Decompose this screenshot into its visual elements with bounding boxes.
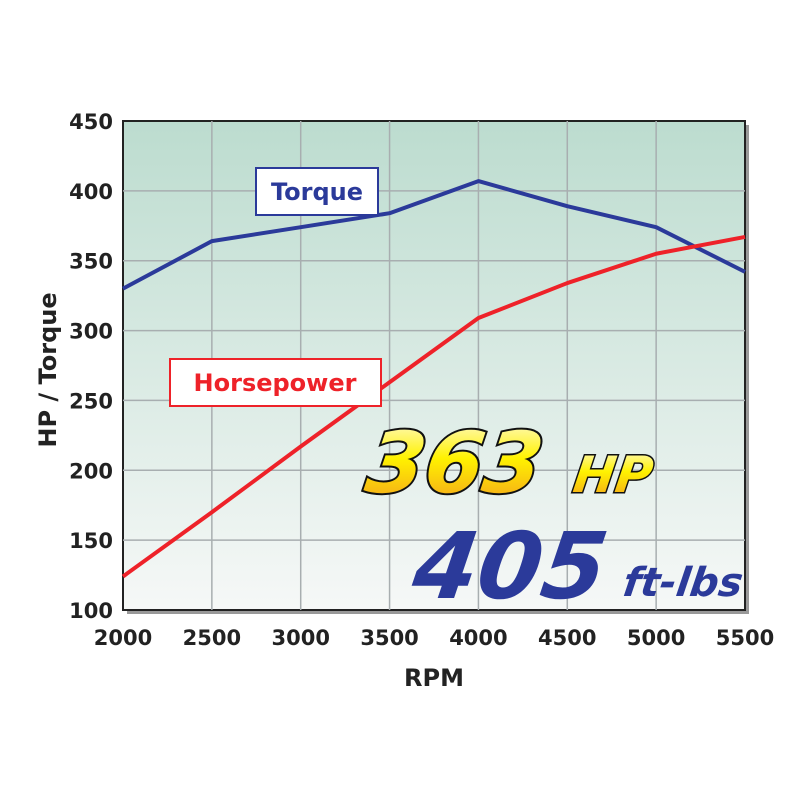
torque-unit: ft-lbs (620, 560, 746, 606)
legend-horsepower: Horsepower (194, 369, 357, 397)
torque-value: 405 (406, 512, 614, 619)
y-axis-label: HP / Torque (34, 292, 62, 447)
x-tick-label: 2000 (94, 626, 152, 650)
hp-unit: HP (570, 445, 657, 504)
x-tick-label: 5500 (716, 626, 774, 650)
torque-legend-box: Torque (255, 167, 379, 216)
x-tick-label: 2500 (183, 626, 241, 650)
torque-line (122, 179, 746, 291)
x-tick-label: 3500 (360, 626, 418, 650)
hp-value: 363 (360, 414, 549, 512)
y-tick-label: 250 (69, 389, 113, 413)
y-tick-label: 150 (69, 529, 113, 553)
y-tick-label: 100 (69, 599, 113, 623)
y-tick-label: 300 (69, 320, 113, 344)
x-tick-label: 4500 (538, 626, 596, 650)
x-tick-label: 3000 (271, 626, 329, 650)
y-tick-label: 400 (69, 180, 113, 204)
horsepower-legend-box: Horsepower (169, 358, 382, 407)
y-tick-label: 350 (69, 250, 113, 274)
legend-torque: Torque (271, 178, 363, 206)
x-axis-label: RPM (404, 664, 464, 692)
y-tick-label: 450 (69, 110, 113, 134)
x-tick-label: 5000 (627, 626, 685, 650)
y-tick-label: 200 (69, 459, 113, 483)
x-tick-label: 4000 (449, 626, 507, 650)
horsepower-line (121, 234, 746, 579)
